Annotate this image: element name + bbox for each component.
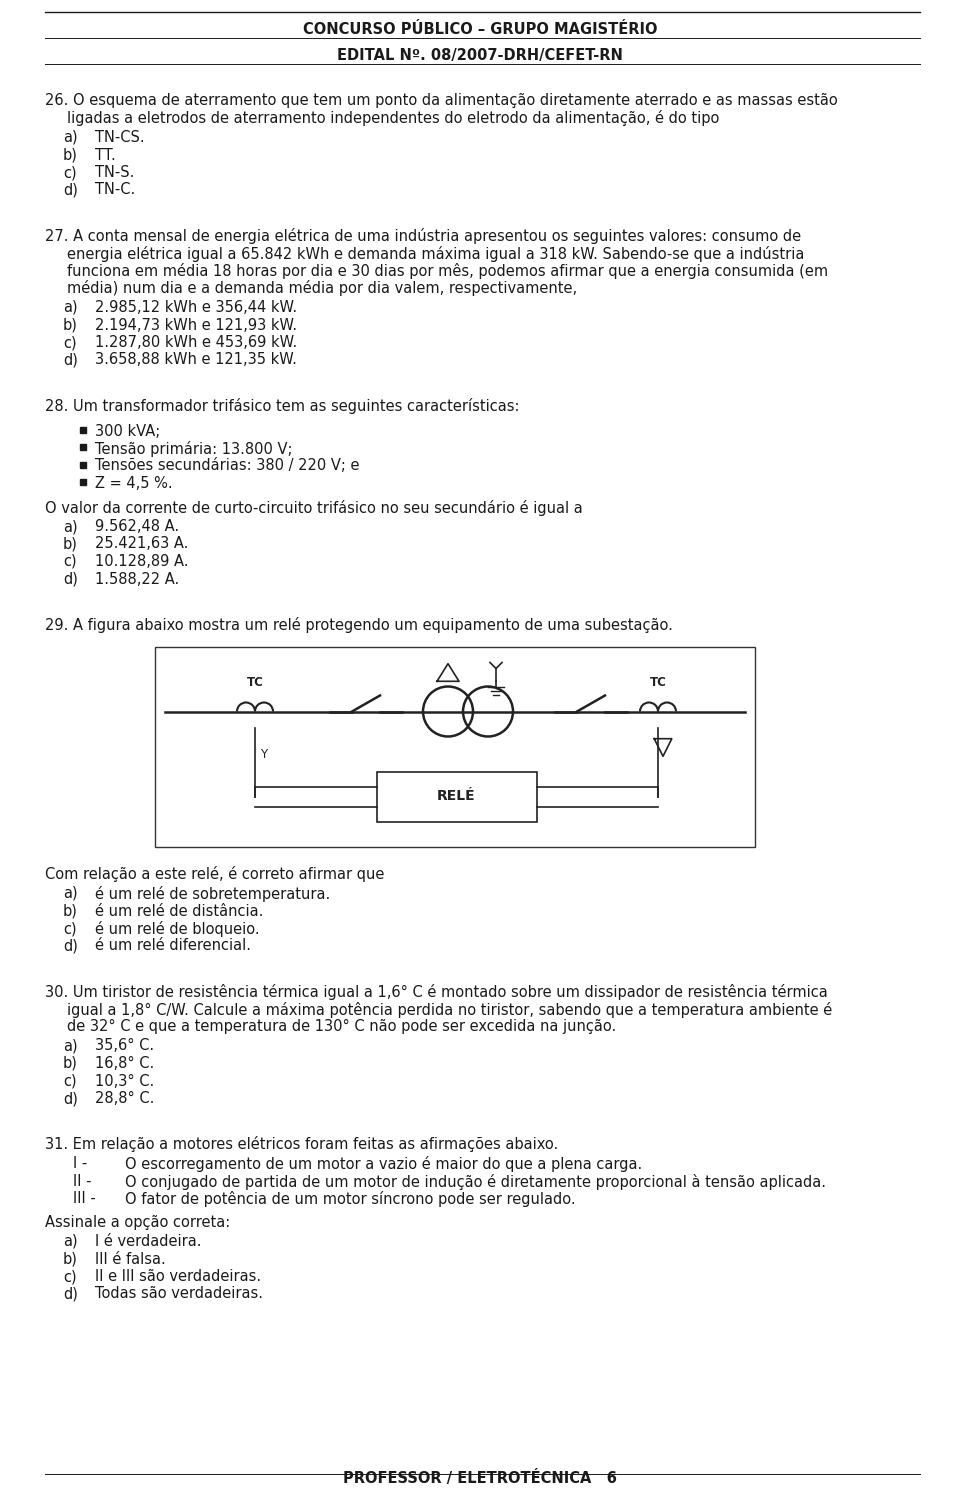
Text: Y: Y (260, 747, 267, 761)
Text: c): c) (63, 335, 77, 350)
Text: 9.562,48 A.: 9.562,48 A. (95, 519, 180, 534)
Text: TC: TC (650, 677, 666, 689)
Text: a): a) (63, 299, 78, 314)
Text: I -: I - (73, 1157, 87, 1172)
Text: 1.588,22 A.: 1.588,22 A. (95, 572, 180, 587)
Text: I é verdadeira.: I é verdadeira. (95, 1233, 202, 1248)
Text: c): c) (63, 553, 77, 569)
Text: TN-CS.: TN-CS. (95, 129, 145, 144)
Text: PROFESSOR / ELETROTÉCNICA   6: PROFESSOR / ELETROTÉCNICA 6 (343, 1469, 617, 1486)
Text: igual a 1,8° C/W. Calcule a máxima potência perdida no tiristor, sabendo que a t: igual a 1,8° C/W. Calcule a máxima potên… (67, 1002, 832, 1018)
Text: 29. A figura abaixo mostra um relé protegendo um equipamento de uma subestação.: 29. A figura abaixo mostra um relé prote… (45, 617, 673, 633)
Text: c): c) (63, 1074, 77, 1089)
Text: III é falsa.: III é falsa. (95, 1251, 166, 1266)
Text: funciona em média 18 horas por dia e 30 dias por mês, podemos afirmar que a ener: funciona em média 18 horas por dia e 30 … (67, 263, 828, 280)
Text: O escorregamento de um motor a vazio é maior do que a plena carga.: O escorregamento de um motor a vazio é m… (125, 1157, 642, 1172)
Text: c): c) (63, 165, 77, 180)
Bar (155, 647, 755, 847)
Text: d): d) (63, 182, 78, 197)
Text: c): c) (63, 920, 77, 935)
Text: O fator de potência de um motor síncrono pode ser regulado.: O fator de potência de um motor síncrono… (125, 1191, 576, 1208)
Text: de 32° C e que a temperatura de 130° C não pode ser excedida na junção.: de 32° C e que a temperatura de 130° C n… (67, 1020, 616, 1035)
Text: 1.287,80 kWh e 453,69 kW.: 1.287,80 kWh e 453,69 kW. (95, 335, 298, 350)
Text: é um relé de sobretemperatura.: é um relé de sobretemperatura. (95, 886, 330, 902)
Text: b): b) (63, 904, 78, 919)
Text: CONCURSO PÚBLICO – GRUPO MAGISTÉRIO: CONCURSO PÚBLICO – GRUPO MAGISTÉRIO (302, 23, 658, 38)
Text: a): a) (63, 1038, 78, 1053)
Text: II e III são verdadeiras.: II e III são verdadeiras. (95, 1269, 261, 1284)
Text: ligadas a eletrodos de aterramento independentes do eletrodo da alimentação, é d: ligadas a eletrodos de aterramento indep… (67, 110, 719, 126)
Text: RELÉ: RELÉ (437, 790, 476, 803)
Text: Tensão primária: 13.800 V;: Tensão primária: 13.800 V; (95, 441, 293, 457)
Text: b): b) (63, 317, 78, 332)
Text: c): c) (63, 1269, 77, 1284)
Text: TN-C.: TN-C. (95, 182, 135, 197)
Text: d): d) (63, 938, 78, 954)
Text: 31. Em relação a motores elétricos foram feitas as afirmações abaixo.: 31. Em relação a motores elétricos foram… (45, 1137, 559, 1152)
Text: Tensões secundárias: 380 / 220 V; e: Tensões secundárias: 380 / 220 V; e (95, 459, 359, 474)
Text: Com relação a este relé, é correto afirmar que: Com relação a este relé, é correto afirm… (45, 866, 384, 883)
Text: O valor da corrente de curto-circuito trifásico no seu secundário é igual a: O valor da corrente de curto-circuito tr… (45, 499, 583, 516)
Text: b): b) (63, 1056, 78, 1071)
Text: 35,6° C.: 35,6° C. (95, 1038, 155, 1053)
Text: b): b) (63, 1251, 78, 1266)
Text: Z = 4,5 %.: Z = 4,5 %. (95, 475, 173, 490)
Text: 3.658,88 kWh e 121,35 kW.: 3.658,88 kWh e 121,35 kW. (95, 352, 297, 367)
Text: a): a) (63, 886, 78, 901)
Text: 10.128,89 A.: 10.128,89 A. (95, 553, 188, 569)
Text: d): d) (63, 352, 78, 367)
Text: 2.194,73 kWh e 121,93 kW.: 2.194,73 kWh e 121,93 kW. (95, 317, 298, 332)
Text: é um relé de distância.: é um relé de distância. (95, 904, 263, 919)
Text: 2.985,12 kWh e 356,44 kW.: 2.985,12 kWh e 356,44 kW. (95, 299, 298, 314)
Text: 28,8° C.: 28,8° C. (95, 1090, 155, 1105)
Text: a): a) (63, 519, 78, 534)
Text: 16,8° C.: 16,8° C. (95, 1056, 155, 1071)
Text: 30. Um tiristor de resistência térmica igual a 1,6° C é montado sobre um dissipa: 30. Um tiristor de resistência térmica i… (45, 984, 828, 1000)
Text: TC: TC (247, 677, 263, 689)
Text: é um relé diferencial.: é um relé diferencial. (95, 938, 251, 954)
Text: 27. A conta mensal de energia elétrica de uma indústria apresentou os seguintes : 27. A conta mensal de energia elétrica d… (45, 229, 802, 244)
Text: EDITAL Nº. 08/2007-DRH/CEFET-RN: EDITAL Nº. 08/2007-DRH/CEFET-RN (337, 48, 623, 63)
Text: energia elétrica igual a 65.842 kWh e demanda máxima igual a 318 kW. Sabendo-se : energia elétrica igual a 65.842 kWh e de… (67, 245, 804, 262)
Text: 300 kVA;: 300 kVA; (95, 424, 160, 439)
Text: III -: III - (73, 1191, 96, 1206)
Text: Assinale a opção correta:: Assinale a opção correta: (45, 1215, 230, 1229)
Text: II -: II - (73, 1173, 91, 1188)
Text: 10,3° C.: 10,3° C. (95, 1074, 155, 1089)
Text: TT.: TT. (95, 147, 116, 162)
Text: 26. O esquema de aterramento que tem um ponto da alimentação diretamente aterrad: 26. O esquema de aterramento que tem um … (45, 93, 838, 108)
Text: b): b) (63, 147, 78, 162)
Text: a): a) (63, 1233, 78, 1248)
Text: d): d) (63, 572, 78, 587)
Text: d): d) (63, 1286, 78, 1301)
Text: Todas são verdadeiras.: Todas são verdadeiras. (95, 1286, 263, 1301)
Text: b): b) (63, 537, 78, 552)
Text: O conjugado de partida de um motor de indução é diretamente proporcional à tensã: O conjugado de partida de um motor de in… (125, 1173, 826, 1190)
Text: 25.421,63 A.: 25.421,63 A. (95, 537, 188, 552)
Text: d): d) (63, 1090, 78, 1105)
Bar (376, 772, 537, 821)
Text: é um relé de bloqueio.: é um relé de bloqueio. (95, 920, 259, 937)
Text: 28. Um transformador trifásico tem as seguintes características:: 28. Um transformador trifásico tem as se… (45, 399, 519, 414)
Text: TN-S.: TN-S. (95, 165, 134, 180)
Text: média) num dia e a demanda média por dia valem, respectivamente,: média) num dia e a demanda média por dia… (67, 281, 577, 296)
Text: a): a) (63, 129, 78, 144)
